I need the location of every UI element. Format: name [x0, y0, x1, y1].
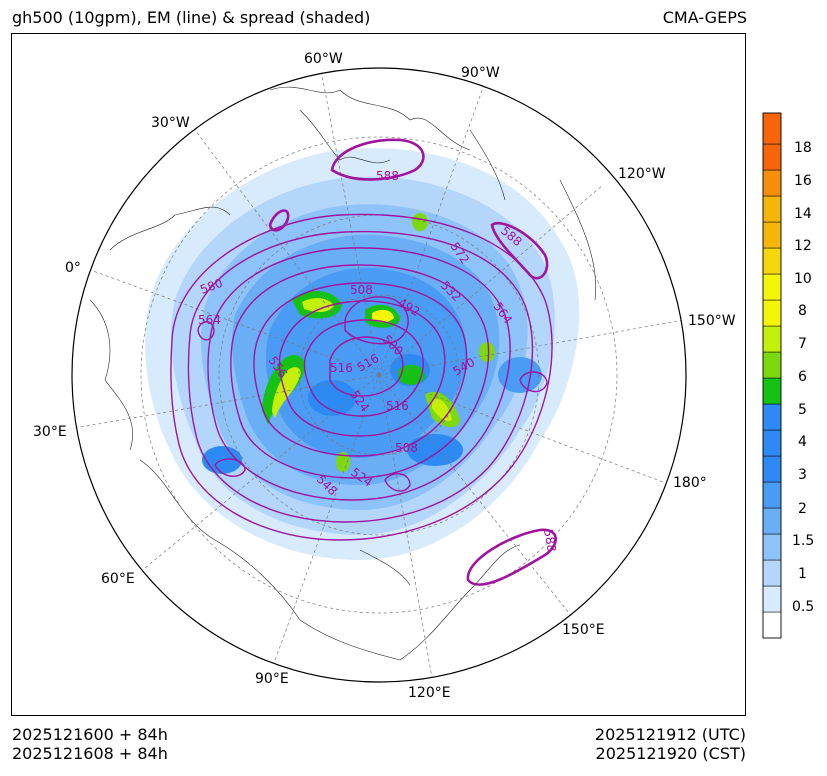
contour-label: 508	[350, 283, 373, 297]
colorbar-label: 16	[794, 173, 812, 189]
spread-max	[479, 342, 495, 362]
colorbar-label: 7	[798, 336, 807, 352]
colorbar: 0.5 1 1.5 2 3 4 5 6 7 8 10 12 14 16 18	[762, 112, 814, 639]
colorbar-label: 6	[798, 369, 807, 385]
contour-line	[344, 296, 409, 345]
contour-line	[329, 336, 404, 397]
lon-label-0: 0°	[65, 260, 81, 276]
colorbar-segment	[762, 403, 782, 431]
contour-line	[187, 230, 534, 523]
spread-max	[302, 298, 334, 313]
valid-time-cst: 2025121920 (CST)	[595, 744, 746, 763]
spread-max	[372, 309, 394, 323]
contour-line	[278, 300, 446, 437]
lon-label-90e: 90°E	[255, 671, 289, 687]
valid-time: 2025121912 (UTC) 2025121920 (CST)	[595, 725, 746, 763]
spread-max	[272, 367, 301, 418]
colorbar-segment	[762, 429, 782, 457]
colorbar-segment	[762, 169, 782, 197]
longitude-labels: 60°W 90°W 30°W 120°W 0° 150°W 30°E 180° …	[33, 51, 736, 701]
contour-line	[170, 213, 553, 541]
graticule	[74, 69, 684, 679]
colorbar-segment	[762, 351, 782, 379]
colorbar-segment	[762, 112, 782, 145]
contour-label: 588	[541, 528, 559, 553]
colorbar-label: 3	[798, 467, 807, 483]
colorbar-label: 5	[798, 402, 807, 418]
model-name: CMA-GEPS	[662, 8, 747, 27]
contour-line	[253, 282, 468, 457]
coastlines	[89, 86, 597, 661]
lon-label-90w: 90°W	[461, 65, 500, 81]
map-frame	[11, 33, 746, 716]
contour-line	[207, 247, 511, 501]
colorbar-label: 0.5	[792, 599, 814, 615]
lon-label-150w: 150°W	[688, 313, 736, 329]
colorbar-segment	[762, 611, 782, 639]
colorbar-segment	[762, 299, 782, 327]
contour-line	[303, 319, 424, 417]
colorbar-segment	[762, 455, 782, 483]
contour-line	[384, 473, 411, 492]
colorbar-segment	[762, 585, 782, 613]
spread-patch	[308, 380, 356, 416]
lon-label-30e: 30°E	[33, 424, 67, 440]
lon-label-30w: 30°W	[151, 115, 190, 131]
spread-max	[336, 452, 350, 472]
lon-label-120w: 120°W	[618, 166, 666, 182]
gh500-contours	[170, 213, 553, 541]
contour-label: 516	[386, 399, 409, 413]
colorbar-outline	[762, 112, 782, 639]
lon-label-60e: 60°E	[101, 571, 135, 587]
colorbar-segment	[762, 533, 782, 561]
contour-line	[519, 371, 548, 393]
colorbar-segment	[762, 325, 782, 353]
contour-line	[214, 458, 246, 477]
spread-max	[398, 364, 425, 385]
colorbar-label: 14	[794, 206, 812, 222]
colorbar-segment	[762, 247, 782, 275]
lon-label-120e: 120°E	[408, 685, 451, 701]
colorbar-segment	[762, 481, 782, 509]
init-time-utc: 2025121600 + 84h	[12, 725, 168, 744]
contour-line	[230, 264, 490, 479]
contour-label: 588	[376, 169, 399, 183]
colorbar-segment	[762, 507, 782, 535]
lon-label-150e: 150°E	[562, 622, 605, 638]
contour-588-line	[330, 138, 425, 181]
lon-label-60w: 60°W	[304, 51, 343, 67]
colorbar-label: 1.5	[792, 533, 814, 549]
colorbar-label: 18	[794, 140, 812, 156]
contour-label: 508	[395, 441, 418, 455]
chart-title: gh500 (10gpm), EM (line) & spread (shade…	[12, 8, 371, 27]
colorbar-segment	[762, 377, 782, 405]
colorbar-segment	[762, 143, 782, 171]
colorbar-segment	[762, 559, 782, 587]
init-time-cst: 2025121608 + 84h	[12, 744, 168, 763]
colorbar-label: 4	[798, 434, 807, 450]
contour-line	[197, 321, 215, 341]
init-time: 2025121600 + 84h 2025121608 + 84h	[12, 725, 168, 763]
colorbar-label: 12	[794, 238, 812, 254]
spread-max	[412, 213, 428, 231]
colorbar-segment	[762, 273, 782, 301]
colorbar-label: 10	[794, 271, 812, 287]
colorbar-label: 8	[798, 303, 807, 319]
colorbar-label: 1	[798, 566, 807, 582]
lon-label-180: 180°	[673, 475, 707, 491]
colorbar-segment	[762, 221, 782, 249]
contour-588-line	[268, 209, 290, 232]
colorbar-segment	[762, 195, 782, 223]
valid-time-utc: 2025121912 (UTC)	[594, 725, 746, 744]
contour-label: 516	[330, 361, 353, 375]
colorbar-label: 2	[798, 501, 807, 517]
contour-588-line	[466, 528, 557, 586]
contour-label: 564	[198, 313, 221, 327]
spread-shading	[145, 148, 580, 560]
gh500-588-contours	[268, 138, 557, 586]
contour-588-line	[490, 222, 549, 280]
map-boundary	[71, 67, 687, 683]
